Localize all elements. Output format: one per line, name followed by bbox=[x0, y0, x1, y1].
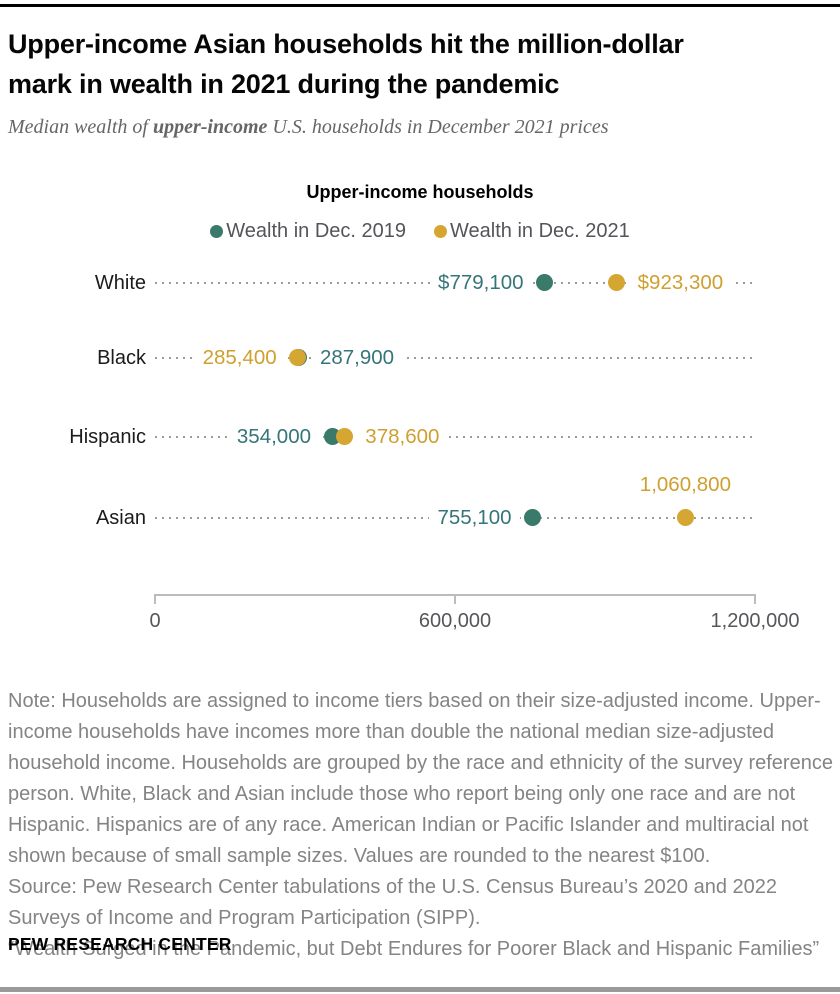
value-label-2019: $779,100 bbox=[430, 266, 532, 300]
chart-title: Upper-income households bbox=[306, 182, 534, 202]
legend-dot-2021-icon bbox=[434, 225, 447, 238]
legend-item-2019: Wealth in Dec. 2019 bbox=[210, 220, 406, 243]
notes-block: Note: Households are assigned to income … bbox=[8, 686, 834, 965]
category-label: Asian bbox=[95, 507, 146, 529]
report-quote-text: “Wealth Surged in the Pandemic, but Debt… bbox=[8, 938, 820, 960]
dot-2021-icon bbox=[335, 428, 353, 445]
dotted-leader-line bbox=[155, 436, 756, 438]
chart-row-white: White $779,100 $923,300 bbox=[0, 266, 840, 300]
legend-label-2021: Wealth in Dec. 2021 bbox=[450, 220, 630, 242]
dot-2019-icon bbox=[536, 274, 554, 291]
dot-2019-icon bbox=[524, 509, 542, 526]
x-axis-label-0: 0 bbox=[149, 610, 161, 632]
note-text: Note: Households are assigned to income … bbox=[8, 690, 833, 867]
page-title-line2: mark in wealth in 2021 during the pandem… bbox=[8, 69, 560, 99]
dotted-leader-line bbox=[155, 357, 756, 359]
x-axis-tick-600000 bbox=[454, 594, 456, 604]
value-label-2019: 755,100 bbox=[429, 501, 520, 535]
value-label-2021: 1,060,800 bbox=[639, 473, 731, 496]
subtitle-bold: upper-income bbox=[152, 116, 268, 138]
category-label: Hispanic bbox=[69, 426, 146, 448]
legend-label-2019: Wealth in Dec. 2019 bbox=[226, 220, 406, 242]
chart-row-hispanic: Hispanic 354,000 378,600 bbox=[0, 420, 840, 454]
bottom-divider bbox=[0, 987, 840, 992]
page-title: Upper-income Asian households hit the mi… bbox=[8, 24, 808, 104]
dot-plot-chart: Upper-income households Wealth in Dec. 2… bbox=[0, 178, 840, 658]
x-axis-tick-1200000 bbox=[754, 594, 756, 604]
top-divider bbox=[0, 4, 840, 7]
category-label: White bbox=[94, 272, 146, 294]
dot-2021-icon bbox=[608, 274, 626, 291]
subtitle-suffix: U.S. households in December 2021 prices bbox=[267, 116, 609, 138]
value-label-2019: 287,900 bbox=[311, 341, 403, 375]
x-axis-label-600000: 600,000 bbox=[418, 610, 492, 632]
source-text: Source: Pew Research Center tabulations … bbox=[8, 876, 777, 929]
chart-row-asian: Asian 755,100 1,060,800 bbox=[0, 474, 840, 535]
value-label-2021: 378,600 bbox=[357, 420, 448, 454]
value-label-2019: 354,000 bbox=[228, 420, 319, 454]
pew-research-center-wordmark: PEW RESEARCH CENTER bbox=[8, 934, 232, 954]
value-label-2021: 285,400 bbox=[194, 341, 285, 375]
subtitle-prefix: Median wealth of bbox=[8, 116, 153, 138]
value-label-2021: $923,300 bbox=[629, 266, 732, 300]
x-axis-tick-0 bbox=[154, 594, 156, 604]
x-axis-label-1200000: 1,200,000 bbox=[710, 610, 800, 632]
category-label: Black bbox=[97, 347, 146, 369]
dot-2021-icon bbox=[676, 509, 694, 526]
legend-item-2021: Wealth in Dec. 2021 bbox=[434, 220, 630, 243]
dot-2021-icon bbox=[289, 349, 307, 366]
page-title-line1: Upper-income Asian households hit the mi… bbox=[8, 29, 684, 59]
legend-dot-2019-icon bbox=[210, 225, 224, 238]
chart-row-black: Black 287,900 285,400 bbox=[0, 341, 840, 375]
chart-legend: Wealth in Dec. 2019 Wealth in Dec. 2021 bbox=[0, 220, 840, 243]
page-subtitle: Median wealth of upper-income U.S. house… bbox=[8, 116, 828, 139]
